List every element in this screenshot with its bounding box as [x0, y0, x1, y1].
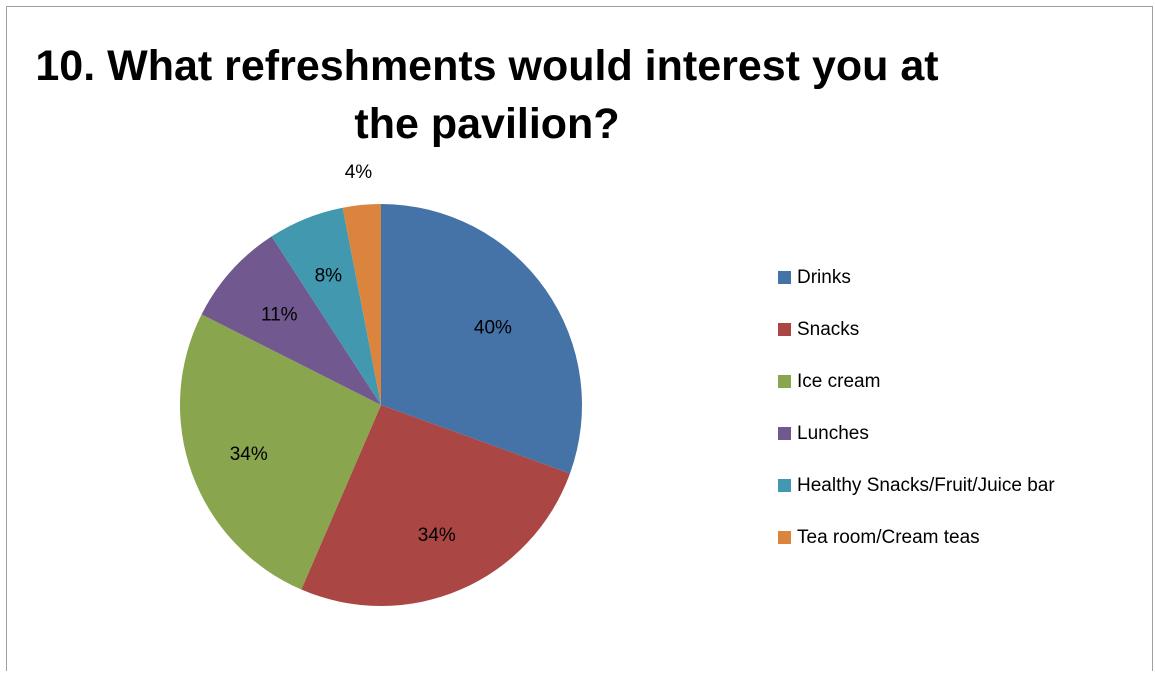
chart-frame: 10. What refreshments would interest you… [6, 6, 1153, 671]
legend-label: Healthy Snacks/Fruit/Juice bar [797, 475, 1055, 496]
data-label-lunches: 11% [261, 305, 298, 326]
legend-item: Drinks [778, 266, 1055, 318]
legend-swatch [778, 323, 791, 336]
pie-slice-drinks [381, 204, 583, 474]
data-label-healthy-snacks-fruit-juice-bar: 8% [315, 266, 343, 287]
chart-legend: Drinks Snacks Ice cream Lunches Healthy Snac… [778, 266, 1055, 578]
legend-swatch [778, 375, 791, 388]
data-label-drinks: 40% [474, 318, 512, 339]
legend-swatch [778, 427, 791, 440]
legend-item: Ice cream [778, 370, 1055, 422]
pie-slice-lunches [201, 236, 381, 405]
legend-swatch [778, 271, 791, 284]
pie-slice-tea-room-cream-teas [342, 204, 381, 405]
legend-item: Lunches [778, 422, 1055, 474]
chart-title-line-1: 10. What refreshments would interest you… [35, 42, 939, 90]
legend-item: Snacks [778, 318, 1055, 370]
pie-slice-ice-cream [179, 314, 381, 590]
legend-label: Lunches [797, 423, 869, 444]
data-label-ice-cream: 34% [230, 444, 268, 465]
chart-title-line-2: the pavilion? [354, 100, 620, 148]
pie-slice-snacks [301, 405, 570, 606]
legend-label: Snacks [797, 319, 860, 340]
pie-slice-healthy-snacks-fruit-juice-bar [271, 207, 381, 405]
legend-swatch [778, 531, 791, 544]
legend-item: Tea room/Cream teas [778, 526, 1055, 578]
legend-swatch [778, 479, 791, 492]
data-label-tea-room-cream-teas: 4% [345, 162, 373, 183]
chart-title: 10. What refreshments would interest you… [7, 37, 967, 153]
data-label-snacks: 34% [418, 525, 456, 546]
legend-label: Ice cream [797, 371, 881, 392]
legend-label: Tea room/Cream teas [797, 527, 980, 548]
legend-item: Healthy Snacks/Fruit/Juice bar [778, 474, 1055, 526]
legend-label: Drinks [797, 267, 851, 288]
